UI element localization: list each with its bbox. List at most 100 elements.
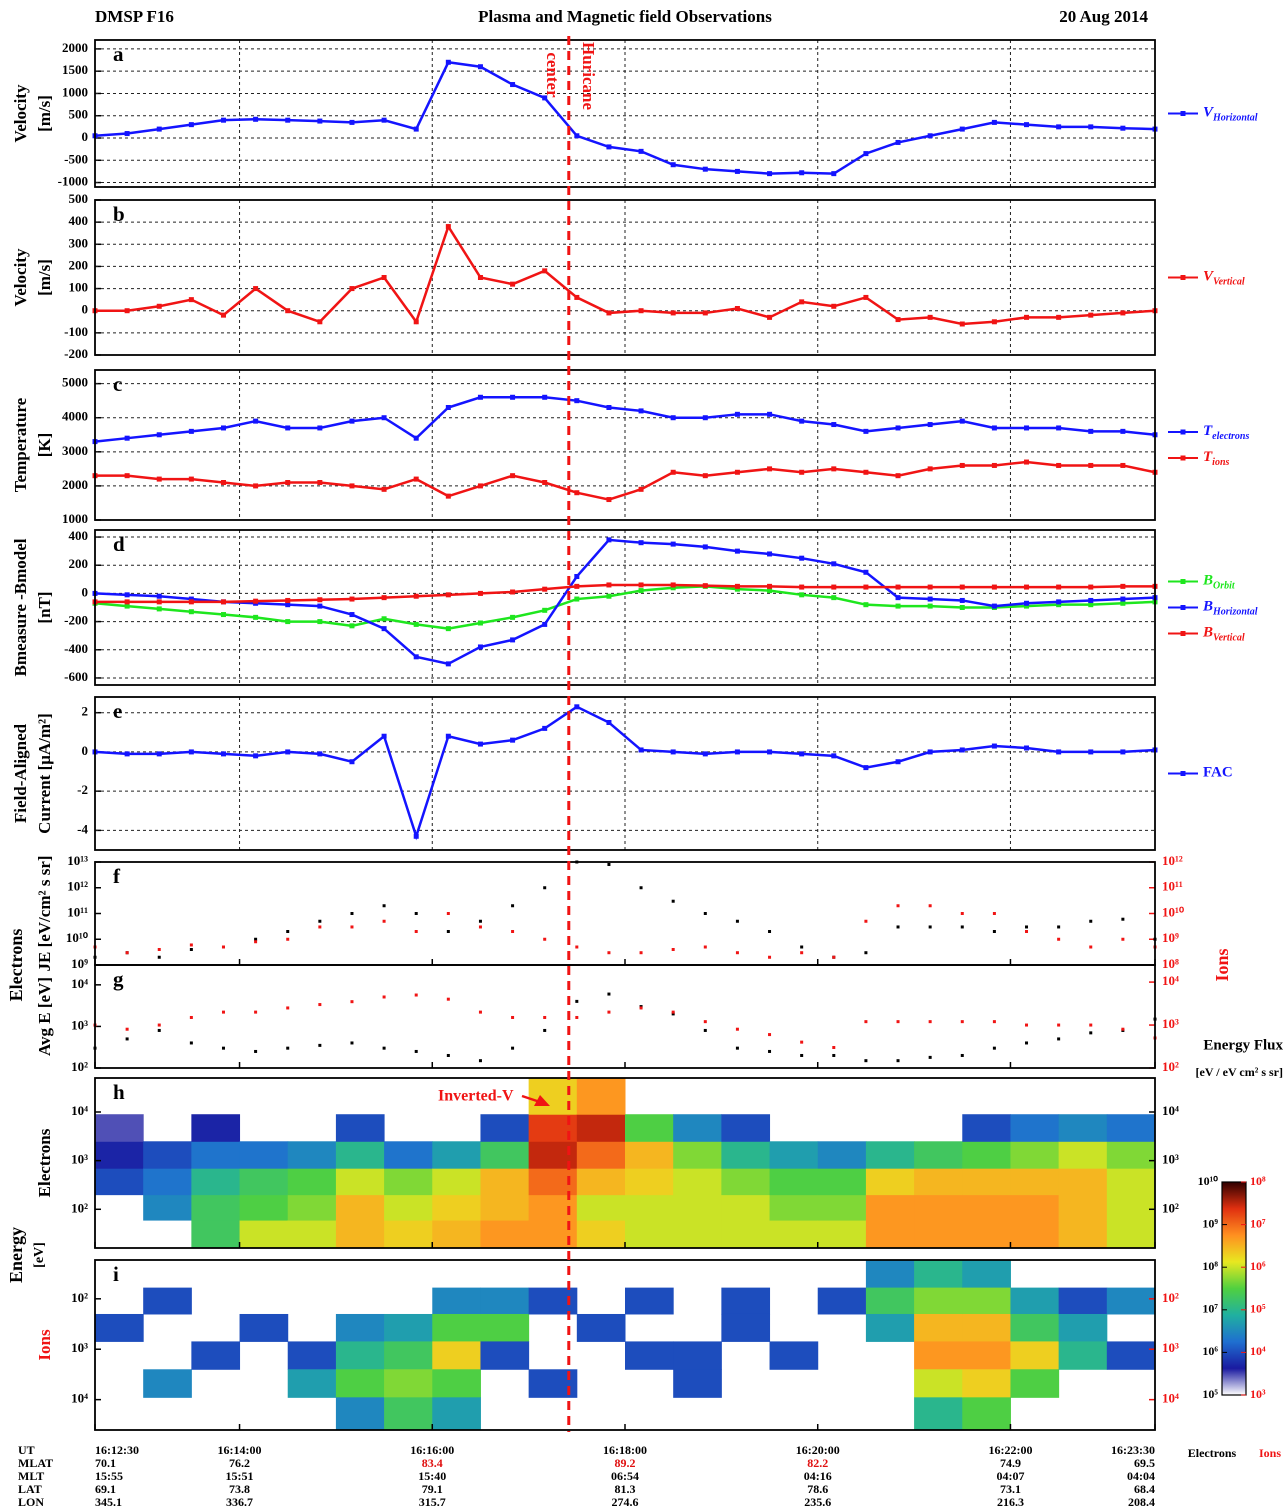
scatter-point	[703, 1020, 707, 1024]
series-marker	[156, 599, 162, 605]
series-marker	[831, 422, 837, 428]
heatmap-cell	[673, 1114, 722, 1142]
series-marker	[991, 425, 997, 431]
heatmap-cell	[962, 1397, 1011, 1431]
y-tick-label: 0	[82, 743, 89, 758]
heatmap-cell	[962, 1114, 1011, 1142]
y-tick-label: 10¹²	[67, 879, 88, 894]
scatter-point	[254, 1049, 258, 1053]
series-marker	[445, 661, 451, 667]
series-marker	[510, 281, 516, 287]
heatmap-cell	[769, 1168, 819, 1196]
footer-value: 69.5	[1134, 1456, 1155, 1470]
y-tick-label: 10¹⁰	[66, 930, 89, 945]
series-marker	[477, 590, 483, 596]
heatmap-cell	[287, 1369, 337, 1398]
series-marker	[767, 466, 773, 472]
series-marker	[799, 469, 805, 475]
series-marker	[799, 751, 805, 757]
series-marker	[349, 759, 355, 765]
heatmap-cell	[1010, 1114, 1060, 1142]
y-tick-label: 10³	[71, 1017, 88, 1032]
heatmap-cell	[287, 1168, 337, 1196]
scatter-point	[382, 995, 386, 999]
heatmap-cell	[432, 1194, 481, 1221]
series-marker	[188, 476, 194, 482]
series-marker	[220, 425, 226, 431]
footer-value: 79.1	[422, 1482, 443, 1496]
panel-letter: g	[113, 967, 124, 991]
footer-row-label: LAT	[18, 1482, 42, 1496]
heatmap-cell	[962, 1341, 1011, 1370]
heatmap-cell	[865, 1260, 915, 1289]
heatmap-cell	[239, 1220, 289, 1249]
series-marker	[831, 303, 837, 309]
group-label: [eV]	[32, 1242, 47, 1268]
series-marker	[510, 589, 516, 595]
y-axis-label: Bmeasure -Bmodel	[11, 538, 30, 676]
series-line	[95, 460, 1156, 501]
heatmap-cell	[384, 1141, 433, 1169]
colorbar-title: Energy Flux	[1203, 1037, 1283, 1053]
series-marker	[317, 480, 323, 485]
panel-letter: h	[113, 1080, 125, 1104]
scatter-point	[414, 1049, 418, 1053]
colorbar-tick-label: 10⁸	[1202, 1259, 1218, 1273]
colorbar-tick-label: 10⁸	[1250, 1174, 1266, 1188]
series-marker	[445, 405, 451, 410]
series-marker	[670, 415, 676, 421]
series-marker	[156, 303, 162, 309]
legend-subscript: ions	[1212, 457, 1229, 468]
series-marker	[1024, 584, 1030, 590]
y-tick-label: 10²	[71, 1290, 88, 1305]
scatter-point	[1121, 917, 1125, 921]
scatter-point	[1089, 945, 1093, 949]
scatter-point	[286, 937, 290, 941]
series-marker	[1088, 602, 1094, 608]
scatter-point	[318, 1043, 322, 1047]
series-marker	[895, 595, 901, 601]
legend-subscript: Vertical	[1213, 633, 1245, 644]
panel-letter: i	[113, 1262, 119, 1286]
heatmap-cell	[1010, 1287, 1060, 1315]
legend-marker	[1180, 631, 1186, 636]
series-marker	[927, 133, 933, 139]
heatmap-cell	[673, 1194, 722, 1221]
scatter-point	[768, 955, 772, 959]
panel-letter: b	[113, 202, 125, 226]
scatter-point	[607, 1010, 611, 1014]
footer-value: 16:22:00	[988, 1443, 1032, 1457]
series-line	[94, 60, 1156, 175]
series-marker	[959, 747, 965, 753]
heatmap-cell	[1058, 1141, 1108, 1169]
heatmap-cell	[914, 1397, 963, 1431]
series-marker	[734, 168, 740, 174]
scatter-point	[671, 947, 675, 951]
series-marker	[317, 603, 323, 609]
scatter-point	[607, 992, 611, 996]
heatmap-cell	[673, 1220, 722, 1249]
legend-name: B	[1202, 625, 1213, 641]
footer-value: 16:12:30	[95, 1443, 139, 1457]
heatmap-cell	[432, 1220, 481, 1249]
heatmap-cell	[432, 1168, 481, 1196]
series-marker	[959, 126, 965, 132]
legend-marker	[1180, 605, 1186, 610]
series-marker	[477, 620, 483, 626]
series-marker	[156, 593, 162, 599]
series-marker	[959, 584, 965, 590]
series-marker	[542, 607, 548, 613]
y-axis-label: [K]	[35, 433, 54, 458]
y-tick-label: 10⁹	[71, 956, 88, 971]
series-marker	[349, 286, 355, 292]
series-marker	[477, 394, 483, 400]
heatmap-cell	[817, 1194, 867, 1221]
legend-label: BVertical	[1202, 625, 1245, 644]
y-tick-label: -2	[77, 782, 88, 797]
series-marker	[349, 596, 355, 602]
scatter-point	[318, 1003, 322, 1007]
series-marker	[445, 592, 451, 598]
heatmap-cell	[865, 1194, 915, 1221]
heatmap-cell	[143, 1168, 192, 1196]
footer-value: 16:14:00	[218, 1443, 262, 1457]
